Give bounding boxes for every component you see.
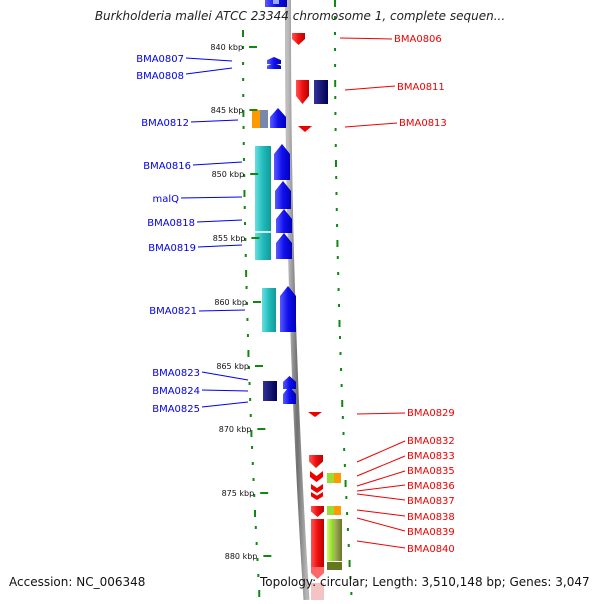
gene-feature[interactable] xyxy=(327,562,342,570)
gene-label[interactable]: BMA0839 xyxy=(407,527,455,538)
kbp-tick-label: 855 kbp xyxy=(213,234,246,243)
gene-leader-line xyxy=(356,470,406,487)
gene-feature[interactable] xyxy=(275,181,291,209)
gene-leader-line xyxy=(190,119,239,123)
gene-feature[interactable] xyxy=(283,386,296,404)
gene-leader-line xyxy=(197,244,243,248)
gene-leader-line xyxy=(356,509,406,517)
gene-leader-line xyxy=(344,85,396,91)
gene-label[interactable]: BMA0829 xyxy=(407,408,455,419)
gene-label[interactable]: BMA0813 xyxy=(399,118,447,129)
gene-label[interactable]: BMA0837 xyxy=(407,496,455,507)
gene-label[interactable]: BMA0816 xyxy=(143,161,191,172)
gene-feature[interactable] xyxy=(311,492,323,500)
gene-feature[interactable] xyxy=(260,110,268,128)
topology-text: Topology: circular; Length: 3,510,148 bp… xyxy=(260,575,590,589)
gene-feature[interactable] xyxy=(311,583,324,600)
gene-label[interactable]: BMA0806 xyxy=(394,34,442,45)
gene-leader-line xyxy=(356,540,406,549)
kbp-tick-label: 860 kbp xyxy=(214,298,247,307)
gene-feature[interactable] xyxy=(327,519,334,561)
gene-feature[interactable] xyxy=(334,519,342,561)
gene-feature[interactable] xyxy=(252,110,261,128)
gene-leader-line xyxy=(356,440,406,463)
gene-feature[interactable] xyxy=(274,144,290,180)
gene-leader-line xyxy=(356,455,406,477)
gene-leader-line xyxy=(201,401,249,408)
gene-label[interactable]: BMA0832 xyxy=(407,436,455,447)
map-title: Burkholderia mallei ATCC 23344 chromosom… xyxy=(94,9,506,23)
kbp-tick-label: 875 kbp xyxy=(222,489,255,498)
gene-feature[interactable] xyxy=(280,286,296,332)
gene-feature[interactable] xyxy=(283,376,296,389)
gene-label[interactable]: malQ xyxy=(152,194,179,205)
gene-feature[interactable] xyxy=(296,80,309,104)
gene-feature[interactable] xyxy=(311,506,324,517)
gene-feature[interactable] xyxy=(267,63,281,69)
kbp-tick-label: 870 kbp xyxy=(219,425,252,434)
kbp-tick-label: 850 kbp xyxy=(212,170,245,179)
gene-label[interactable]: BMA0821 xyxy=(149,306,197,317)
gene-label[interactable]: BMA0807 xyxy=(136,54,184,65)
gene-feature[interactable] xyxy=(327,506,334,515)
gene-leader-line xyxy=(196,219,243,223)
gene-feature[interactable] xyxy=(309,455,323,468)
kbp-tick-label: 845 kbp xyxy=(211,106,244,115)
gene-feature[interactable] xyxy=(255,146,271,260)
gene-label[interactable]: BMA0825 xyxy=(152,404,200,415)
gene-leader-line xyxy=(356,493,406,501)
gene-label[interactable]: BMA0835 xyxy=(407,466,455,477)
gene-feature[interactable] xyxy=(314,80,328,104)
gene-label[interactable]: BMA0819 xyxy=(148,243,196,254)
gene-label[interactable]: BMA0823 xyxy=(152,368,200,379)
gene-feature[interactable] xyxy=(263,381,277,401)
gene-leader-line xyxy=(201,371,249,381)
gene-leader-line xyxy=(185,57,233,62)
gene-feature[interactable] xyxy=(311,567,324,579)
gene-leader-line xyxy=(356,412,406,415)
gene-label[interactable]: BMA0824 xyxy=(152,386,200,397)
gene-feature[interactable] xyxy=(310,471,323,482)
gene-feature[interactable] xyxy=(276,233,292,259)
gene-label[interactable]: BMA0836 xyxy=(407,481,455,492)
gene-label[interactable]: BMA0812 xyxy=(141,118,189,129)
gene-feature[interactable] xyxy=(276,209,292,233)
gene-leader-line xyxy=(185,67,233,75)
gene-feature[interactable] xyxy=(311,484,323,493)
gene-feature[interactable] xyxy=(270,108,286,128)
gene-label[interactable]: BMA0840 xyxy=(407,544,455,555)
left-outer-track xyxy=(242,30,261,597)
gene-label[interactable]: BMA0808 xyxy=(136,71,184,82)
gene-feature[interactable] xyxy=(267,57,281,64)
gene-leader-line xyxy=(356,517,406,532)
gene-leader-line xyxy=(198,309,246,312)
gene-feature[interactable] xyxy=(308,412,322,417)
kbp-tick-label: 840 kbp xyxy=(210,43,243,52)
gene-label[interactable]: BMA0811 xyxy=(397,82,445,93)
gene-feature[interactable] xyxy=(327,473,335,483)
gene-feature[interactable] xyxy=(334,506,341,515)
gene-highlight xyxy=(273,0,279,4)
gene-leader-line xyxy=(339,37,393,40)
gene-leader-line xyxy=(192,161,243,166)
gene-leader-line xyxy=(356,484,406,492)
gene-feature[interactable] xyxy=(262,288,276,332)
gene-feature[interactable] xyxy=(311,519,324,567)
gene-leader-line xyxy=(344,122,398,128)
gene-label[interactable]: BMA0838 xyxy=(407,512,455,523)
gene-label[interactable]: BMA0833 xyxy=(407,451,455,462)
gene-feature[interactable] xyxy=(334,473,341,483)
gene-label[interactable]: BMA0818 xyxy=(147,218,195,229)
gene-feature[interactable] xyxy=(292,33,305,45)
right-outer-track xyxy=(334,0,353,595)
gene-leader-line xyxy=(201,389,249,392)
kbp-tick-label: 880 kbp xyxy=(225,552,258,561)
kbp-tick-label: 865 kbp xyxy=(216,362,249,371)
gene-feature[interactable] xyxy=(298,126,312,132)
accession-text: Accession: NC_006348 xyxy=(9,575,146,589)
gene-leader-line xyxy=(180,196,243,199)
